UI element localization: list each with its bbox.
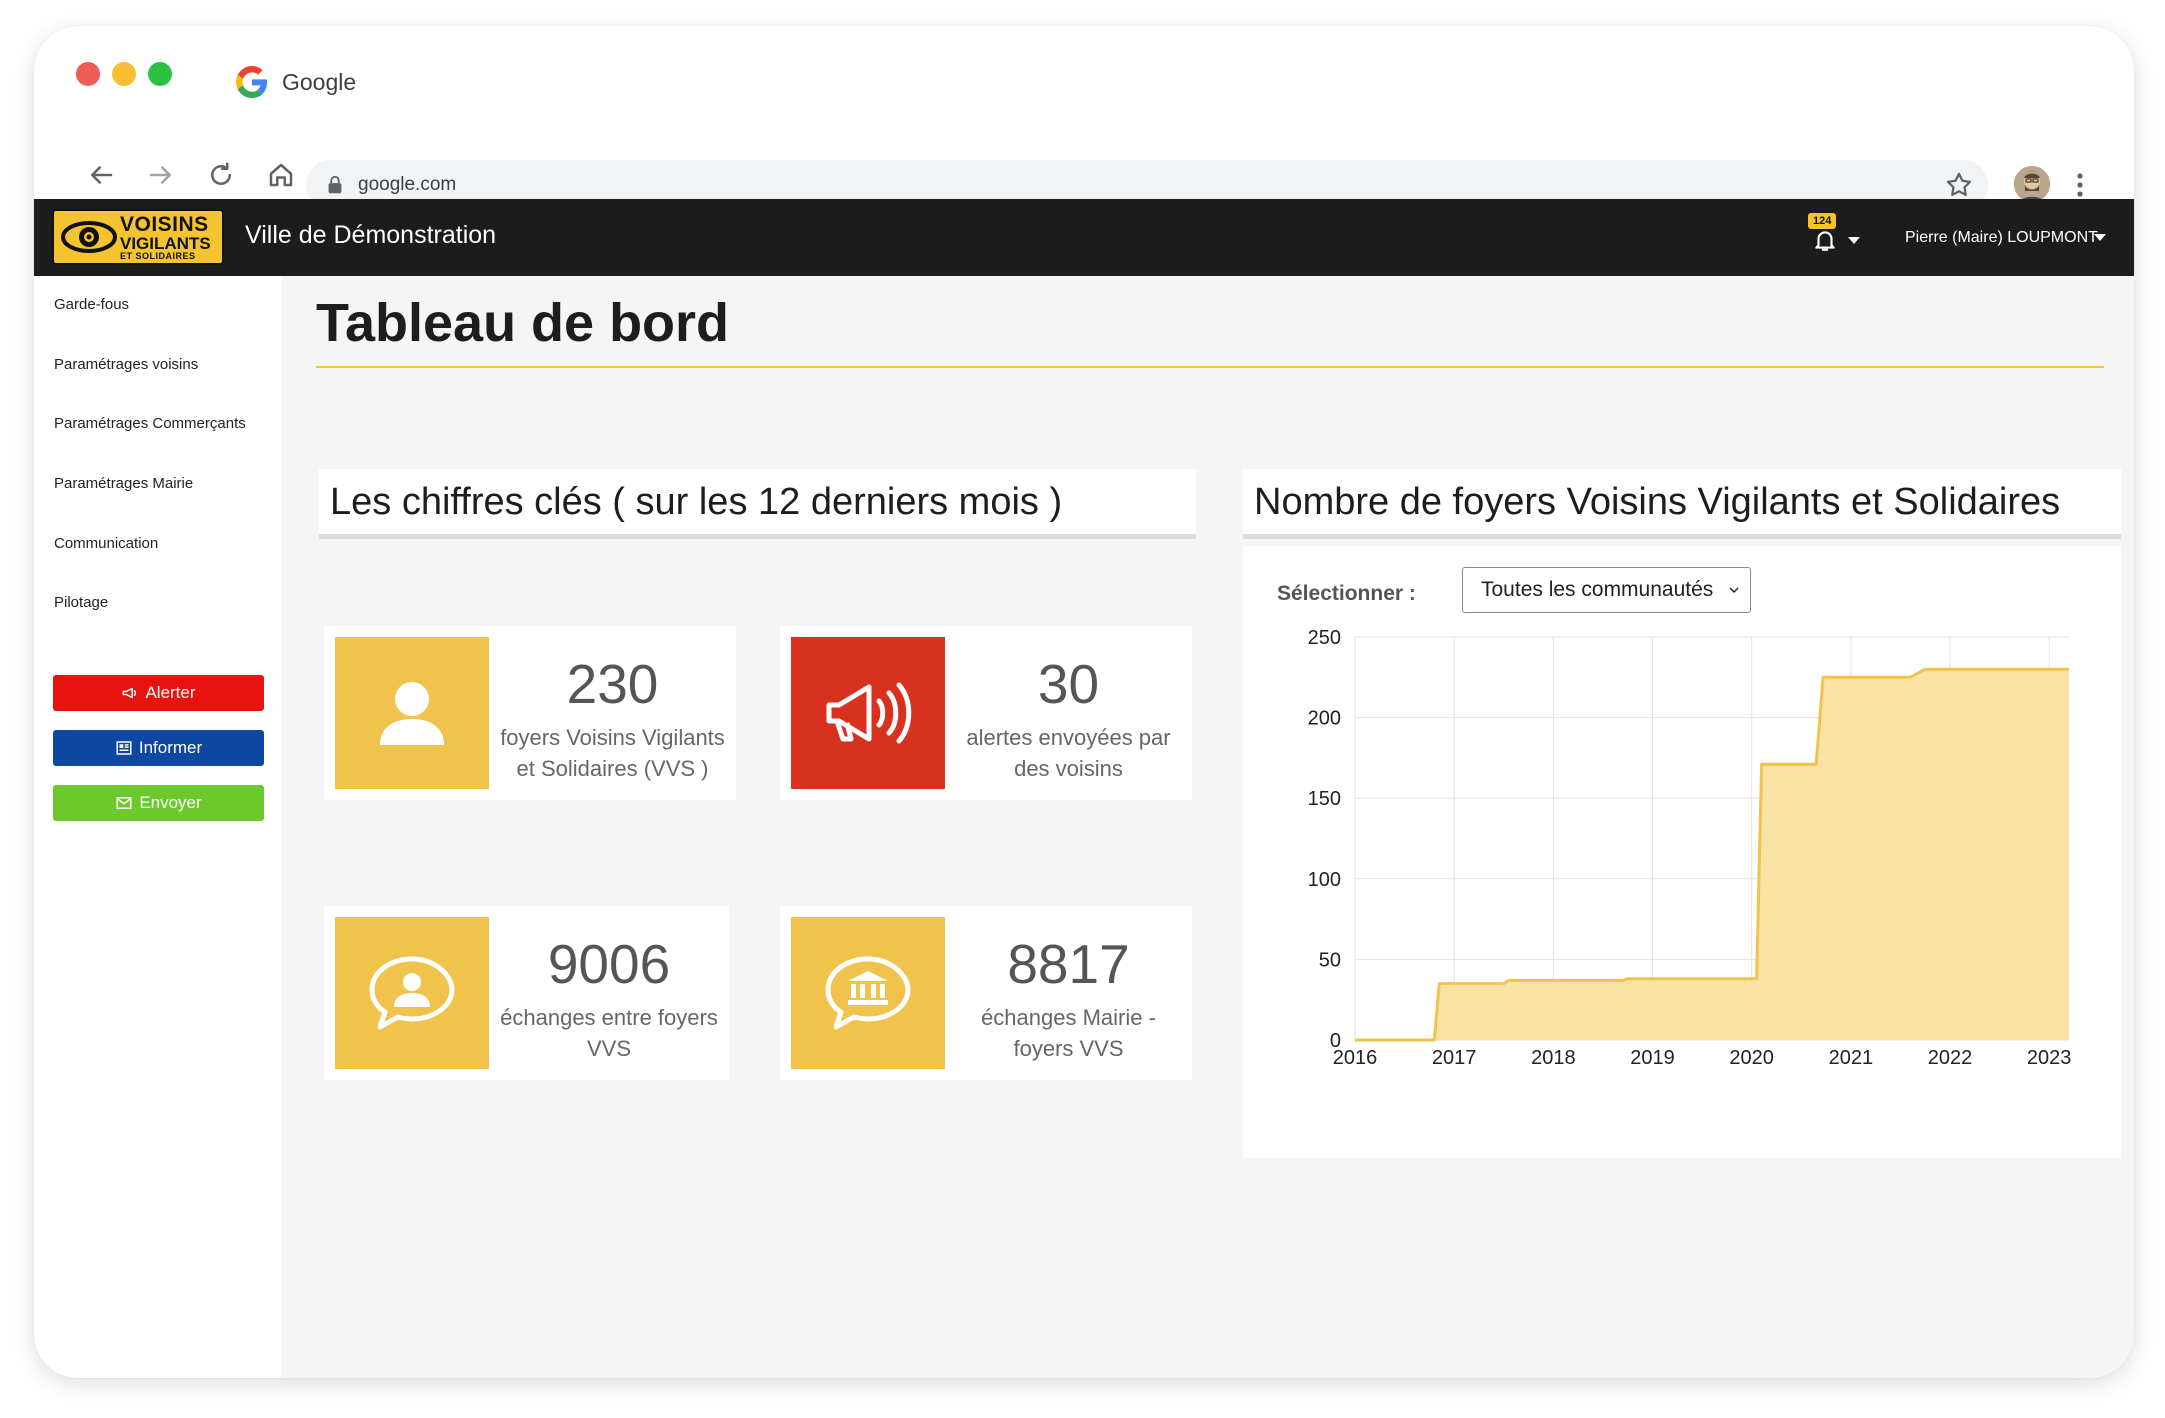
y-tick-label: 0 xyxy=(1330,1030,1341,1052)
sidebar: Garde-fous Paramétrages voisins Paramétr… xyxy=(34,276,281,1378)
x-tick-label: 2017 xyxy=(1432,1047,1477,1069)
stat-value: 8817 xyxy=(1007,933,1130,995)
back-button[interactable] xyxy=(78,152,124,198)
more-options-icon[interactable] xyxy=(2070,170,2090,200)
alert-button[interactable]: Alerter xyxy=(53,675,264,711)
stat-value: 230 xyxy=(566,653,659,715)
y-tick-label: 100 xyxy=(1308,869,1341,891)
maximize-window-button[interactable] xyxy=(148,62,172,86)
stat-label: alertes envoyées par des voisins xyxy=(966,725,1171,781)
sidebar-item-pilotage[interactable]: Pilotage xyxy=(54,594,109,611)
y-tick-label: 150 xyxy=(1308,788,1341,810)
user-icon xyxy=(335,637,489,789)
stat-card-households: 230 foyers Voisins Vigilants et Solidair… xyxy=(324,626,736,800)
home-icon xyxy=(269,163,293,187)
send-button[interactable]: Envoyer xyxy=(53,785,264,821)
households-chart-title: Nombre de foyers Voisins Vigilants et So… xyxy=(1254,481,2061,523)
lock-icon xyxy=(328,175,342,194)
sidebar-item-parametrages-commercants[interactable]: Paramétrages Commerçants xyxy=(54,415,246,432)
chevron-down-icon[interactable] xyxy=(2094,234,2106,241)
stat-card-exchanges-townhall: 8817 échanges Mairie - foyers VVS xyxy=(780,906,1192,1080)
community-select-value: Toutes les communautés xyxy=(1481,578,1714,601)
arrow-right-icon xyxy=(149,166,171,184)
city-name: Ville de Démonstration xyxy=(245,221,497,249)
inform-button-label: Informer xyxy=(138,738,203,757)
key-figures-header: Les chiffres clés ( sur les 12 derniers … xyxy=(319,469,1196,539)
home-button[interactable] xyxy=(258,152,304,198)
star-icon[interactable] xyxy=(1944,170,1974,200)
sidebar-item-parametrages-mairie[interactable]: Paramétrages Mairie xyxy=(54,475,194,492)
reload-button[interactable] xyxy=(198,152,244,198)
url-text: google.com xyxy=(358,174,457,195)
x-tick-label: 2016 xyxy=(1333,1047,1378,1069)
close-window-button[interactable] xyxy=(76,62,100,86)
alert-button-label: Alerter xyxy=(145,683,196,702)
minimize-window-button[interactable] xyxy=(112,62,136,86)
profile-avatar[interactable] xyxy=(2014,166,2050,202)
y-tick-label: 50 xyxy=(1319,949,1341,971)
logo-line-1: VOISINS xyxy=(120,212,209,236)
inform-button[interactable]: Informer xyxy=(53,730,264,766)
google-icon xyxy=(236,66,267,98)
app-logo[interactable]: VOISINS VIGILANTS ET SOLIDAIRES xyxy=(52,209,224,265)
chevron-down-icon xyxy=(1848,237,1860,244)
x-tick-label: 2018 xyxy=(1531,1047,1576,1069)
x-tick-label: 2020 xyxy=(1729,1047,1774,1069)
logo-line-2: VIGILANTS xyxy=(120,233,211,253)
stat-label: échanges Mairie - foyers VVS xyxy=(981,1005,1156,1061)
key-figures-title: Les chiffres clés ( sur les 12 derniers … xyxy=(330,481,1063,523)
community-select[interactable]: Toutes les communautés xyxy=(1462,567,1751,613)
user-menu[interactable]: Pierre (Maire) LOUPMONT xyxy=(1905,229,2098,246)
households-chart-header: Nombre de foyers Voisins Vigilants et So… xyxy=(1243,469,2121,539)
profile-avatar-icon xyxy=(2014,166,2050,202)
notifications-button[interactable]: 124 xyxy=(1808,213,1862,263)
x-tick-label: 2023 xyxy=(2027,1047,2072,1069)
stat-label: échanges entre foyers VVS xyxy=(500,1005,718,1061)
forward-button[interactable] xyxy=(138,152,184,198)
x-tick-label: 2022 xyxy=(1928,1047,1973,1069)
browser-window: Google google.com xyxy=(34,26,2134,1378)
x-tick-label: 2021 xyxy=(1829,1047,1874,1069)
series-line xyxy=(1355,667,2069,1042)
reload-icon xyxy=(211,162,231,185)
main-content: Tableau de bord Les chiffres clés ( sur … xyxy=(281,276,2134,1378)
bell-icon xyxy=(1815,231,1835,251)
user-chat-icon xyxy=(335,917,489,1069)
townhall-chat-icon xyxy=(791,917,945,1069)
y-tick-label: 200 xyxy=(1308,708,1341,730)
sidebar-item-parametrages-voisins[interactable]: Paramétrages voisins xyxy=(54,356,199,373)
megaphone-icon xyxy=(791,637,945,789)
arrow-left-icon xyxy=(91,166,113,184)
envelope-icon xyxy=(116,797,132,809)
sidebar-item-communication[interactable]: Communication xyxy=(54,535,159,552)
browser-tab[interactable]: Google xyxy=(236,66,356,98)
tab-strip: Google xyxy=(34,26,2134,142)
households-chart-panel: Sélectionner : Toutes les communautés 0 5… xyxy=(1243,546,2121,1158)
newspaper-icon xyxy=(116,741,132,755)
eye-icon xyxy=(61,221,117,253)
tab-title: Google xyxy=(282,68,357,95)
select-label: Sélectionner : xyxy=(1277,582,1416,605)
app-header: VOISINS VIGILANTS ET SOLIDAIRES Ville de… xyxy=(34,199,2134,276)
chevron-down-icon xyxy=(1729,587,1739,594)
title-divider xyxy=(316,366,2104,368)
send-button-label: Envoyer xyxy=(139,793,202,812)
sidebar-item-garde-fous[interactable]: Garde-fous xyxy=(54,296,130,313)
households-chart: 0 50 100 150 200 250 2016 2017 2018 2019 2020 2021 2… xyxy=(1308,627,2072,1069)
y-tick-label: 250 xyxy=(1308,627,1341,649)
stat-label: foyers Voisins Vigilants et Solidaires (… xyxy=(500,725,725,781)
stat-value: 30 xyxy=(1037,653,1100,715)
page-title: Tableau de bord xyxy=(316,293,730,353)
megaphone-icon xyxy=(122,687,137,699)
notifications-badge: 124 xyxy=(1808,213,1837,229)
logo-line-3: ET SOLIDAIRES xyxy=(120,250,196,261)
stat-value: 9006 xyxy=(547,933,671,995)
x-tick-label: 2019 xyxy=(1630,1047,1675,1069)
stat-card-exchanges-households: 9006 échanges entre foyers VVS xyxy=(324,906,729,1080)
series-area xyxy=(1355,669,2069,1040)
stat-card-alerts: 30 alertes envoyées par des voisins xyxy=(780,626,1192,800)
logo-text: VOISINS VIGILANTS ET SOLIDAIRES xyxy=(120,214,211,261)
